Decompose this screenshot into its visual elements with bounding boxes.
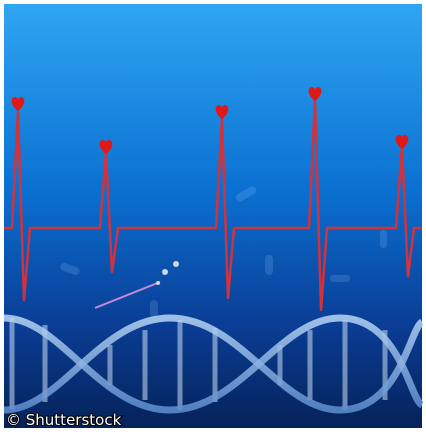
needle: [94, 281, 161, 309]
watermark: © Shutterstock: [6, 411, 122, 429]
capsules: [60, 186, 387, 318]
hearts: [11, 87, 409, 154]
ecg-line: [4, 98, 422, 312]
dna-helix: [3, 314, 425, 414]
sparkles: [156, 261, 179, 285]
